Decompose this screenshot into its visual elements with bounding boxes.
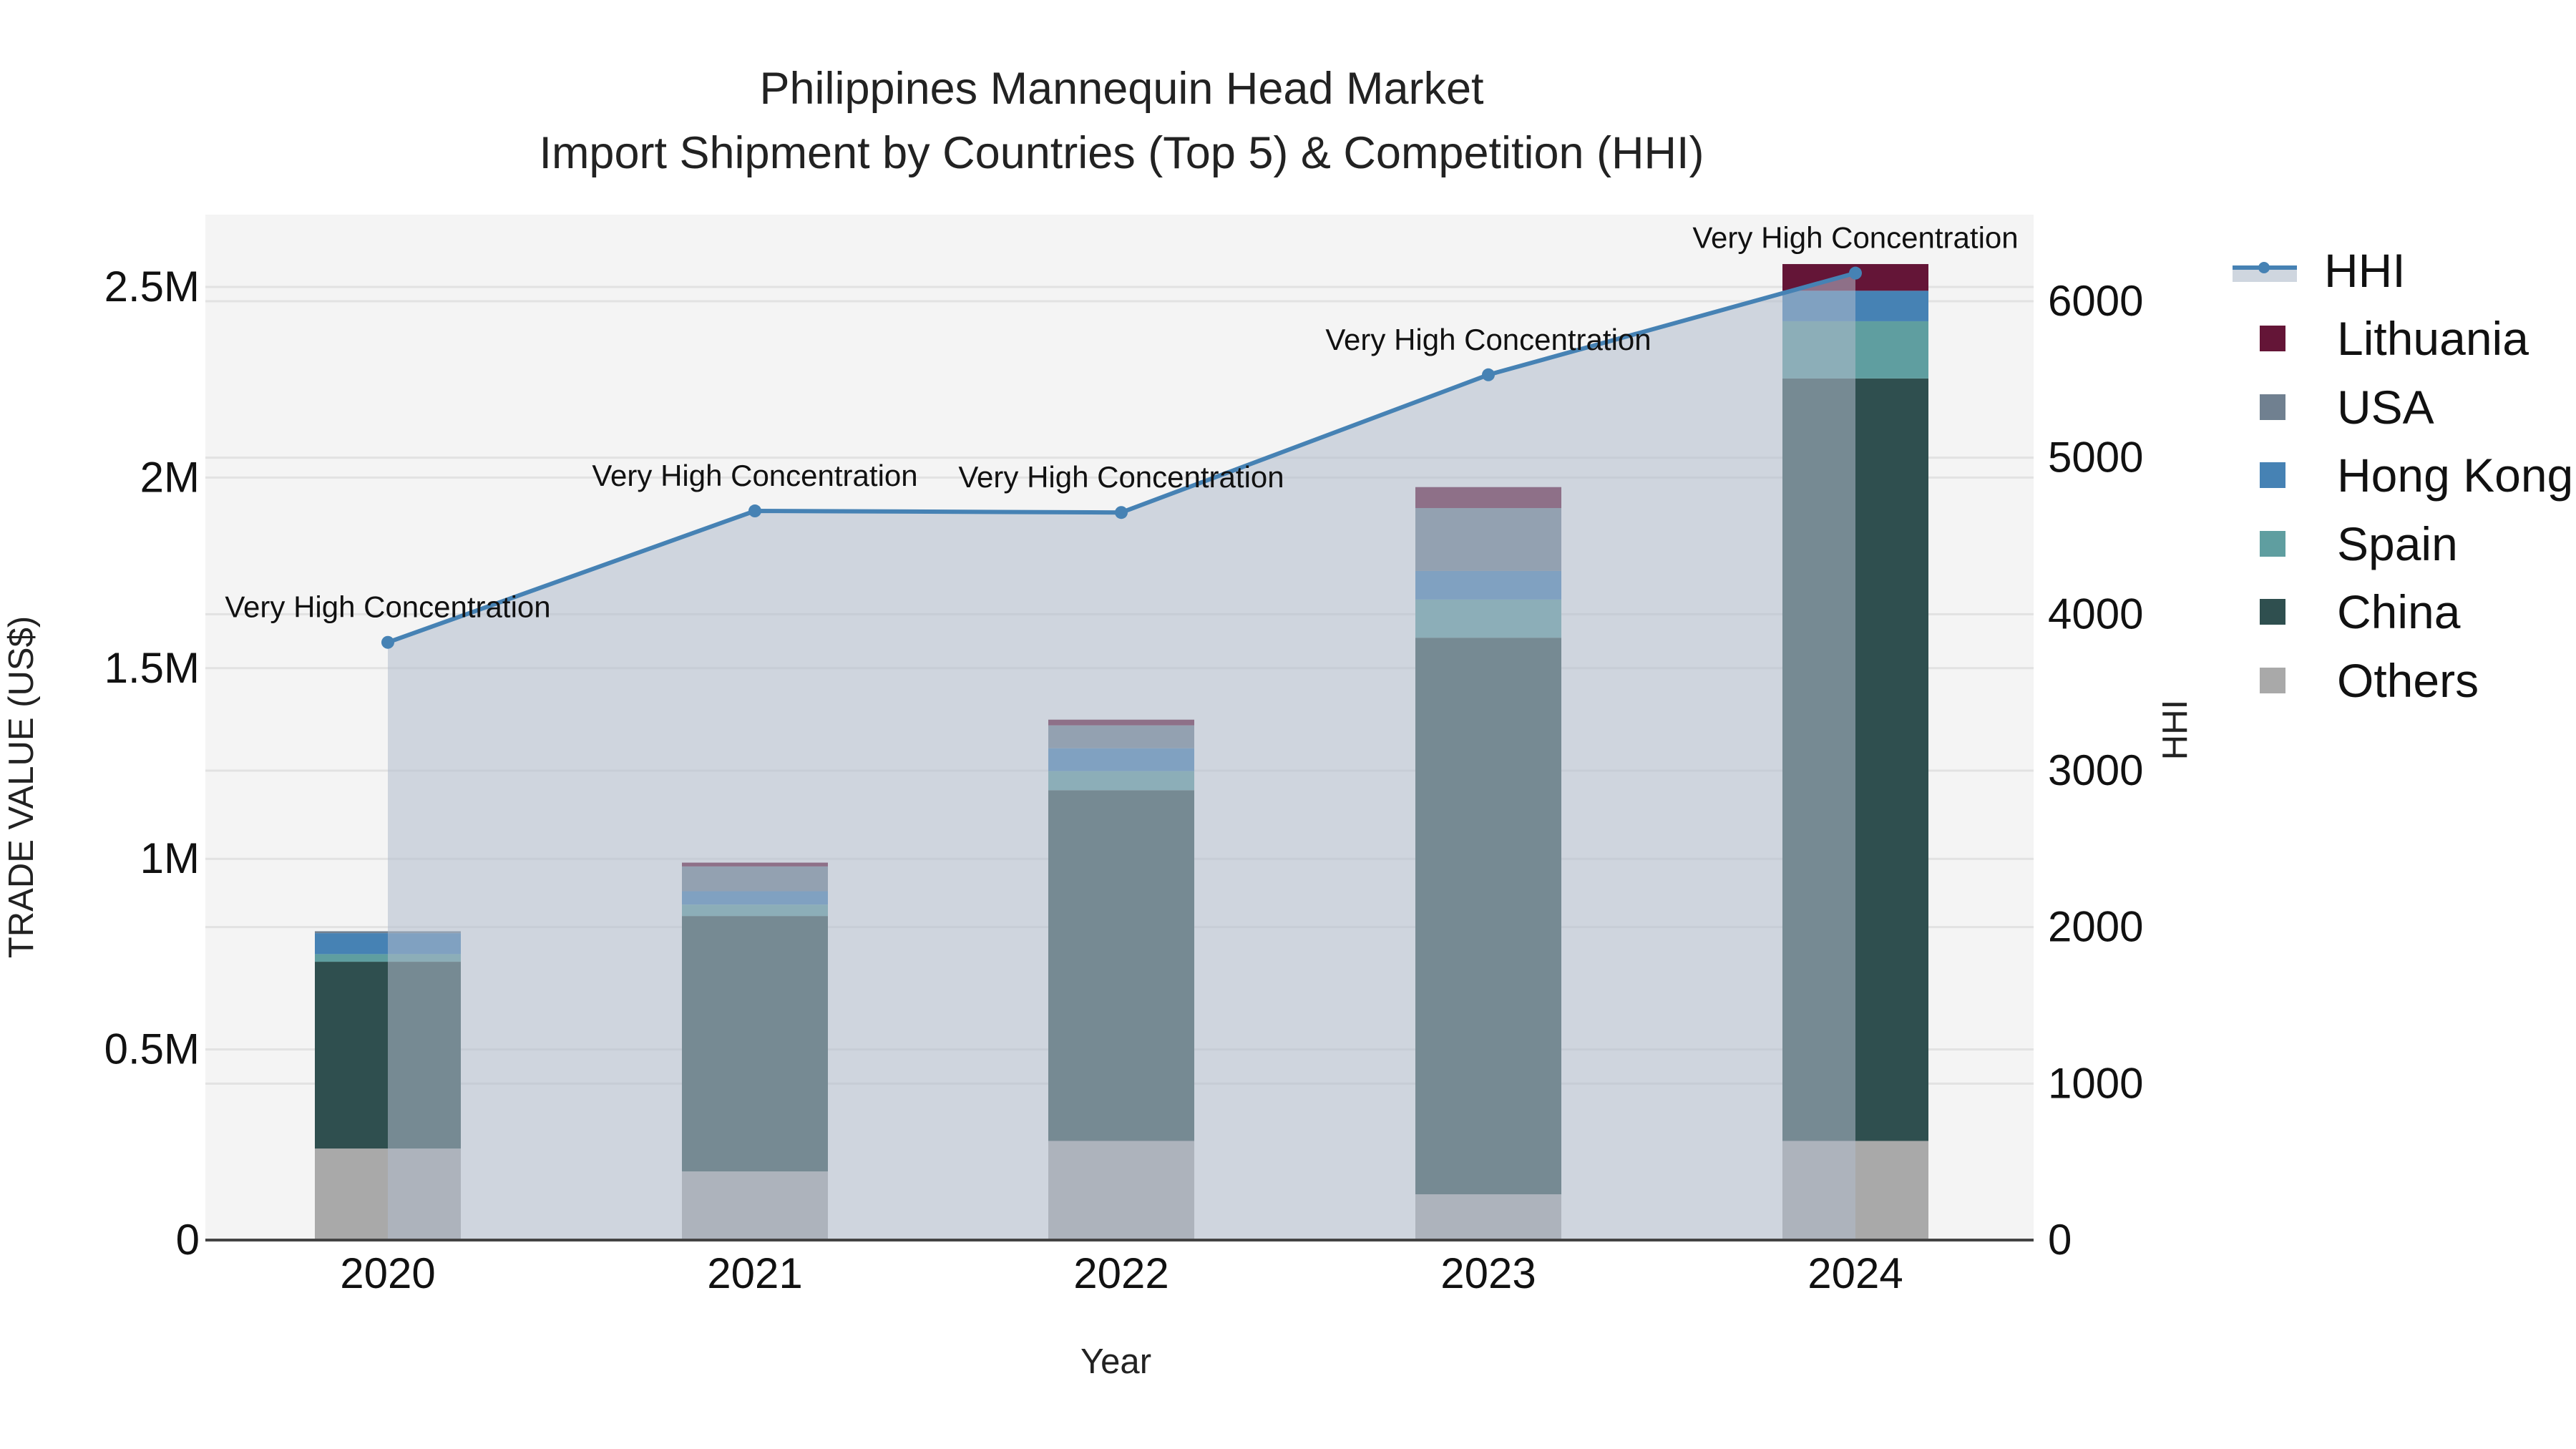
legend-item-hong-kong[interactable]: Hong Kong: [2233, 441, 2573, 510]
hhi-annotation: Very High Concentration: [958, 460, 1284, 494]
svg-text:2024: 2024: [1807, 1249, 1903, 1297]
legend-item-china[interactable]: China: [2233, 578, 2573, 647]
svg-text:0.5M: 0.5M: [104, 1025, 200, 1073]
legend-label: Others: [2337, 653, 2479, 707]
hhi-annotation: Very High Concentration: [1325, 323, 1651, 356]
axes: 0 0.5M 1M 1.5M 2M 2.5M 0 1000 2000 3000 4000 5000 60…: [104, 263, 2144, 1297]
legend-label: USA: [2337, 380, 2434, 434]
swatch-icon: [2260, 599, 2285, 625]
svg-text:2021: 2021: [707, 1249, 802, 1297]
legend-item-others[interactable]: Others: [2233, 646, 2573, 715]
legend: HHI Lithuania USA Hong Kong Spain China …: [2233, 236, 2573, 715]
hhi-line: [381, 266, 1862, 649]
svg-text:6000: 6000: [2048, 277, 2143, 325]
hhi-point[interactable]: [1482, 368, 1495, 381]
hhi-annotations: Very High Concentration Very High Concent…: [225, 221, 2018, 624]
svg-text:2022: 2022: [1073, 1249, 1169, 1297]
chart-title-line2: Import Shipment by Countries (Top 5) & C…: [539, 128, 1704, 178]
hhi-point[interactable]: [1849, 266, 1862, 280]
hhi-annotation: Very High Concentration: [592, 459, 917, 492]
svg-text:2000: 2000: [2048, 903, 2143, 951]
hhi-point[interactable]: [1115, 506, 1128, 519]
legend-label: Hong Kong: [2337, 449, 2574, 502]
hhi-point[interactable]: [748, 504, 761, 518]
hhi-annotation: Very High Concentration: [225, 590, 550, 624]
svg-text:5000: 5000: [2048, 434, 2143, 482]
svg-text:1.5M: 1.5M: [104, 644, 200, 692]
line-marker-icon: [2233, 260, 2297, 282]
legend-label: HHI: [2324, 243, 2406, 297]
y-axis-right-label: HHI: [2156, 699, 2195, 761]
legend-item-hhi[interactable]: HHI: [2233, 236, 2573, 305]
swatch-icon: [2260, 326, 2285, 352]
y-axis-left-label: TRADE VALUE (US$): [2, 615, 41, 959]
svg-text:1000: 1000: [2048, 1059, 2143, 1107]
svg-text:0: 0: [2048, 1216, 2072, 1264]
swatch-icon: [2260, 394, 2285, 420]
svg-text:2.5M: 2.5M: [104, 263, 200, 311]
legend-item-lithuania[interactable]: Lithuania: [2233, 305, 2573, 374]
svg-text:2020: 2020: [340, 1249, 435, 1297]
legend-label: Spain: [2337, 517, 2458, 570]
legend-label: China: [2337, 585, 2461, 639]
x-axis-label: Year: [1080, 1342, 1152, 1381]
svg-text:3000: 3000: [2048, 746, 2143, 794]
hhi-annotation: Very High Concentration: [1692, 221, 2018, 255]
svg-text:1M: 1M: [140, 834, 200, 882]
hhi-point[interactable]: [381, 635, 394, 649]
svg-text:0: 0: [176, 1216, 200, 1264]
swatch-icon: [2260, 530, 2285, 557]
svg-text:4000: 4000: [2048, 590, 2143, 638]
legend-item-usa[interactable]: USA: [2233, 373, 2573, 441]
svg-text:2M: 2M: [140, 453, 200, 501]
legend-label: Lithuania: [2337, 312, 2529, 366]
swatch-icon: [2260, 667, 2285, 693]
legend-item-spain[interactable]: Spain: [2233, 509, 2573, 578]
chart-title-line1: Philippines Mannequin Head Market: [759, 64, 1484, 114]
swatch-icon: [2260, 462, 2285, 489]
svg-text:2023: 2023: [1440, 1249, 1536, 1297]
